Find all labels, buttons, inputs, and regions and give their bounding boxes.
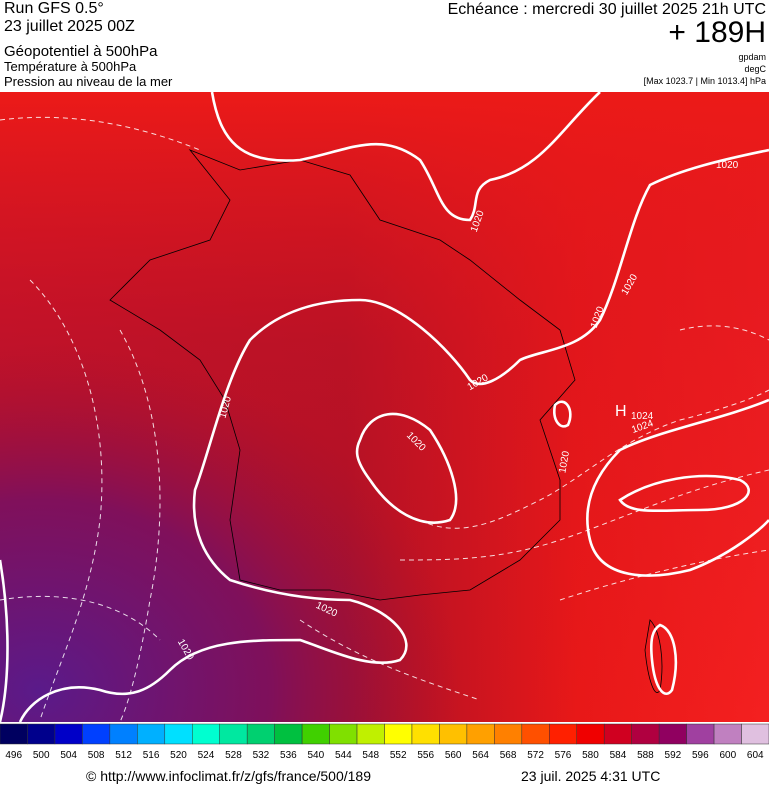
colorbar-label: 540 <box>307 750 324 761</box>
colorbar-label: 600 <box>719 750 736 761</box>
colorbar-swatch <box>329 723 358 745</box>
colorbar-swatch <box>54 723 83 745</box>
colorbar-swatch <box>164 723 193 745</box>
colorbar-label: 556 <box>417 750 434 761</box>
colorbar-label: 520 <box>170 750 187 761</box>
colorbar-swatch <box>494 723 523 745</box>
field-title: Géopotentiel à 500hPa <box>4 43 158 60</box>
colorbar-swatch <box>0 723 28 745</box>
colorbar-label: 584 <box>610 750 627 761</box>
header: Run GFS 0.5° 23 juillet 2025 00Z Géopote… <box>4 0 767 89</box>
colorbar-label: 604 <box>747 750 764 761</box>
colorbar-swatch <box>439 723 468 745</box>
contour-label: 1024 <box>631 411 654 422</box>
colorbar-swatch <box>274 723 303 745</box>
colorbar-label: 536 <box>280 750 297 761</box>
colorbar-swatch <box>658 723 687 745</box>
lead-time: + 189H <box>668 16 766 49</box>
contour-label: 1020 <box>716 160 739 171</box>
colorbar-label: 588 <box>637 750 654 761</box>
colorbar-label: 528 <box>225 750 242 761</box>
colorbar-swatch <box>192 723 220 745</box>
colorbar-swatch <box>631 723 660 745</box>
colorbar-swatch <box>411 723 440 745</box>
colorbar-label: 552 <box>390 750 407 761</box>
colorbar-label: 504 <box>60 750 77 761</box>
high-marker: H <box>615 403 627 420</box>
colorbar-swatch <box>686 723 715 745</box>
colorbar-swatch <box>27 723 56 745</box>
colorbar-label: 572 <box>527 750 544 761</box>
colorbar-swatch <box>109 723 138 745</box>
colorbar-label: 568 <box>500 750 517 761</box>
colorbar-swatch <box>576 723 605 745</box>
colorbar-label: 576 <box>555 750 572 761</box>
colorbar-label: 500 <box>33 750 50 761</box>
colorbar-label: 560 <box>445 750 462 761</box>
colorbar-label: 580 <box>582 750 599 761</box>
run-title: Run GFS 0.5° <box>4 0 104 17</box>
colorbar-label: 548 <box>362 750 379 761</box>
field-title: Pression au niveau de la mer <box>4 74 173 89</box>
colorbar: 496 500 504 508 512 516 520 524 528 532 536 540 544 5… <box>0 723 769 761</box>
footer-url: © http://www.infoclimat.fr/z/gfs/france/… <box>86 768 371 784</box>
colorbar-swatch <box>356 723 385 745</box>
colorbar-label: 564 <box>472 750 489 761</box>
unit: degC <box>744 64 766 74</box>
colorbar-swatch <box>246 723 275 745</box>
contour-label: 1020 <box>557 450 572 474</box>
valid-time: Echéance : mercredi 30 juillet 2025 21h … <box>448 1 766 18</box>
field-title: Température à 500hPa <box>4 59 137 74</box>
colorbar-label: 544 <box>335 750 352 761</box>
footer-timestamp: 23 juil. 2025 4:31 UTC <box>521 768 660 784</box>
colorbar-label: 512 <box>115 750 132 761</box>
colorbar-label: 596 <box>692 750 709 761</box>
colorbar-swatch <box>301 723 330 745</box>
colorbar-swatch <box>137 723 166 745</box>
colorbar-label: 508 <box>88 750 105 761</box>
unit: gpdam <box>738 52 766 62</box>
colorbar-swatch <box>384 723 413 745</box>
colorbar-label: 524 <box>198 750 215 761</box>
colorbar-swatch <box>741 723 769 745</box>
colorbar-swatch <box>466 723 495 745</box>
colorbar-swatch <box>82 723 111 745</box>
colorbar-swatch <box>549 723 577 745</box>
colorbar-label: 532 <box>253 750 270 761</box>
run-date: 23 juillet 2025 00Z <box>4 18 135 35</box>
colorbar-label: 592 <box>665 750 682 761</box>
colorbar-swatch <box>713 723 742 745</box>
colorbar-label: 496 <box>5 750 22 761</box>
colorbar-swatch <box>603 723 632 745</box>
colorbar-swatch <box>521 723 550 745</box>
colorbar-label: 516 <box>143 750 160 761</box>
colorbar-swatch <box>219 723 248 745</box>
map-area <box>0 91 769 723</box>
pressure-range: [Max 1023.7 | Min 1013.4] hPa <box>644 76 766 86</box>
